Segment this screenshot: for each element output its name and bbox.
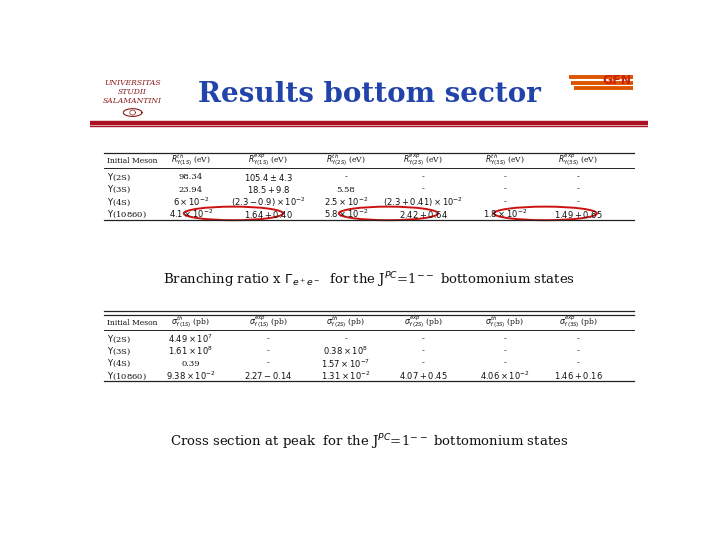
Text: $1.8\times 10^{-2}$: $1.8\times 10^{-2}$ <box>482 208 527 220</box>
Text: $6 \times 10^{-2}$: $6 \times 10^{-2}$ <box>173 195 209 208</box>
Text: $1.31\times 10^{-2}$: $1.31\times 10^{-2}$ <box>321 370 371 382</box>
Text: -: - <box>503 198 506 206</box>
Text: Branching ratio x $\Gamma_{e^+e^-}$  for the J$^{PC}$=1$^{--}$ bottomonium state: Branching ratio x $\Gamma_{e^+e^-}$ for … <box>163 271 575 290</box>
Text: -: - <box>267 360 270 368</box>
Text: $(2.3-0.9)\times 10^{-2}$: $(2.3-0.9)\times 10^{-2}$ <box>231 195 305 208</box>
Text: $105.4 \pm 4.3$: $105.4 \pm 4.3$ <box>244 172 293 183</box>
Text: -: - <box>577 198 580 206</box>
Text: $\Upsilon$(3S): $\Upsilon$(3S) <box>107 184 131 195</box>
Text: Cross section at peak  for the J$^{PC}$=1$^{--}$ bottomonium states: Cross section at peak for the J$^{PC}$=1… <box>170 433 568 452</box>
Text: $\Upsilon$(10860): $\Upsilon$(10860) <box>107 208 147 220</box>
Text: $\Upsilon$(2S): $\Upsilon$(2S) <box>107 333 131 345</box>
Text: $\sigma^{exp}_{\Upsilon(1S)}$ (pb): $\sigma^{exp}_{\Upsilon(1S)}$ (pb) <box>249 315 288 331</box>
Text: $\sigma^{th}_{\Upsilon(2S)}$ (pb): $\sigma^{th}_{\Upsilon(2S)}$ (pb) <box>326 315 365 331</box>
Text: $4.07+0.45$: $4.07+0.45$ <box>399 370 448 381</box>
Text: -: - <box>577 186 580 193</box>
Text: $\Upsilon$(3S): $\Upsilon$(3S) <box>107 346 131 357</box>
Text: -: - <box>422 347 425 355</box>
Text: $\sigma^{exp}_{\Upsilon(2S)}$ (pb): $\sigma^{exp}_{\Upsilon(2S)}$ (pb) <box>404 315 443 331</box>
Text: $1.61 \times 10^{8}$: $1.61 \times 10^{8}$ <box>168 345 213 357</box>
Text: $\sigma^{exp}_{\Upsilon(3S)}$ (pb): $\sigma^{exp}_{\Upsilon(3S)}$ (pb) <box>559 315 598 331</box>
Text: -: - <box>503 186 506 193</box>
Text: -: - <box>267 347 270 355</box>
Text: $1.46+0.16$: $1.46+0.16$ <box>554 370 603 381</box>
Text: $18.5 + 9.8$: $18.5 + 9.8$ <box>246 184 290 195</box>
Text: $4.06\times 10^{-2}$: $4.06\times 10^{-2}$ <box>480 370 529 382</box>
Text: -: - <box>422 335 425 343</box>
Text: $1.64+0.40$: $1.64+0.40$ <box>244 208 293 220</box>
Text: 0.39: 0.39 <box>181 360 200 368</box>
Text: -: - <box>422 360 425 368</box>
Text: $9.38\times 10^{-2}$: $9.38\times 10^{-2}$ <box>166 370 215 382</box>
Text: $R^{th}_{\Upsilon(1S)}$ (eV): $R^{th}_{\Upsilon(1S)}$ (eV) <box>171 153 210 169</box>
Text: 5.58: 5.58 <box>336 186 355 193</box>
Text: $2.5\times 10^{-2}$: $2.5\times 10^{-2}$ <box>323 195 368 208</box>
Text: GFN: GFN <box>603 73 631 87</box>
Text: $2.27-0.14$: $2.27-0.14$ <box>244 370 292 381</box>
Text: $4.49 \times 10^{7}$: $4.49 \times 10^{7}$ <box>168 333 213 345</box>
Text: -: - <box>503 335 506 343</box>
Text: $5.8\times 10^{-2}$: $5.8\times 10^{-2}$ <box>324 208 368 220</box>
Text: $\Upsilon$(4S): $\Upsilon$(4S) <box>107 358 131 369</box>
Text: $R^{th}_{\Upsilon(3S)}$ (eV): $R^{th}_{\Upsilon(3S)}$ (eV) <box>485 153 524 169</box>
Text: $\Upsilon$(2S): $\Upsilon$(2S) <box>107 172 131 183</box>
Text: $2.42+0.64$: $2.42+0.64$ <box>399 208 448 220</box>
Text: $R^{exp}_{\Upsilon(2S)}$ (eV): $R^{exp}_{\Upsilon(2S)}$ (eV) <box>403 153 443 169</box>
Text: $\Upsilon$(10860): $\Upsilon$(10860) <box>107 370 147 382</box>
Text: $R^{exp}_{\Upsilon(3S)}$ (eV): $R^{exp}_{\Upsilon(3S)}$ (eV) <box>559 153 598 169</box>
Text: $(2.3+0.41)\times 10^{-2}$: $(2.3+0.41)\times 10^{-2}$ <box>383 195 463 208</box>
Text: -: - <box>344 335 347 343</box>
Text: -: - <box>503 173 506 181</box>
Text: -: - <box>503 347 506 355</box>
Text: -: - <box>267 335 270 343</box>
Text: -: - <box>577 347 580 355</box>
Text: Initial Meson: Initial Meson <box>107 319 158 327</box>
Text: -: - <box>577 173 580 181</box>
Text: $\sigma^{th}_{\Upsilon(3S)}$ (pb): $\sigma^{th}_{\Upsilon(3S)}$ (pb) <box>485 315 524 331</box>
Text: $4.1\times 10^{-2}$: $4.1\times 10^{-2}$ <box>168 208 213 220</box>
Text: -: - <box>503 360 506 368</box>
Text: 23.94: 23.94 <box>179 186 203 193</box>
Text: -: - <box>577 360 580 368</box>
Text: $\Upsilon$(4S): $\Upsilon$(4S) <box>107 196 131 207</box>
Text: $0.38 \times 10^{8}$: $0.38 \times 10^{8}$ <box>323 345 368 357</box>
Text: Results bottom sector: Results bottom sector <box>197 80 541 107</box>
Text: -: - <box>422 173 425 181</box>
Text: $\sigma^{th}_{\Upsilon(1S)}$ (pb): $\sigma^{th}_{\Upsilon(1S)}$ (pb) <box>171 315 210 331</box>
Text: -: - <box>422 186 425 193</box>
Text: Initial Meson: Initial Meson <box>107 157 158 165</box>
Text: $R^{th}_{\Upsilon(2S)}$ (eV): $R^{th}_{\Upsilon(2S)}$ (eV) <box>326 153 366 169</box>
Text: UNIVERSITAS
STUDII
SALAMANTINI: UNIVERSITAS STUDII SALAMANTINI <box>103 79 162 105</box>
Text: $1.49+0.65$: $1.49+0.65$ <box>554 208 603 220</box>
Text: 98.34: 98.34 <box>179 173 203 181</box>
Text: $1.57 \times 10^{-7}$: $1.57 \times 10^{-7}$ <box>321 357 370 370</box>
Text: -: - <box>344 173 347 181</box>
Text: $R^{exp}_{\Upsilon(1S)}$ (eV): $R^{exp}_{\Upsilon(1S)}$ (eV) <box>248 153 288 169</box>
Text: -: - <box>577 335 580 343</box>
